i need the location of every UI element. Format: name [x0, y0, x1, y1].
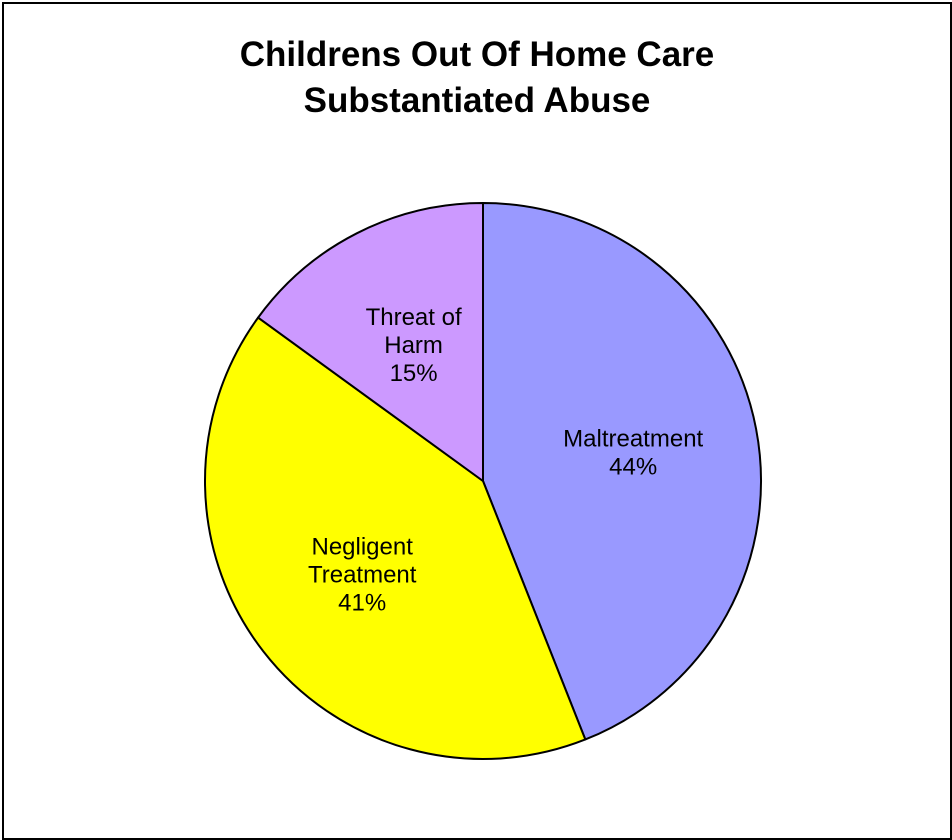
slice-threat-of-harm-label: Threat of Harm 15% [366, 304, 462, 387]
slice-percent-label: 44% [609, 453, 657, 480]
pie-chart: Maltreatment 44% Negligent Treatment 41% Thre… [204, 202, 762, 760]
slice-category-label: Harm [384, 332, 443, 359]
slice-category-label: Maltreatment [563, 425, 703, 452]
chart-title: Childrens Out Of Home Care Substantiated… [4, 32, 950, 124]
slice-category-label: Treatment [308, 562, 417, 589]
slice-maltreatment-label: Maltreatment 44% [563, 425, 703, 480]
chart-title-line-1: Childrens Out Of Home Care [239, 35, 715, 74]
slice-percent-label: 41% [338, 590, 386, 617]
chart-title-line-2: Substantiated Abuse [303, 81, 651, 120]
slice-category-label: Negligent [311, 534, 413, 561]
slice-maltreatment [482, 202, 762, 741]
slice-percent-label: 15% [390, 360, 438, 387]
slice-threat-of-harm [257, 202, 484, 482]
slice-negligent-treatment [204, 316, 587, 760]
slice-category-label: Threat of [366, 304, 462, 331]
slice-negligent-treatment-label: Negligent Treatment 41% [308, 534, 417, 617]
